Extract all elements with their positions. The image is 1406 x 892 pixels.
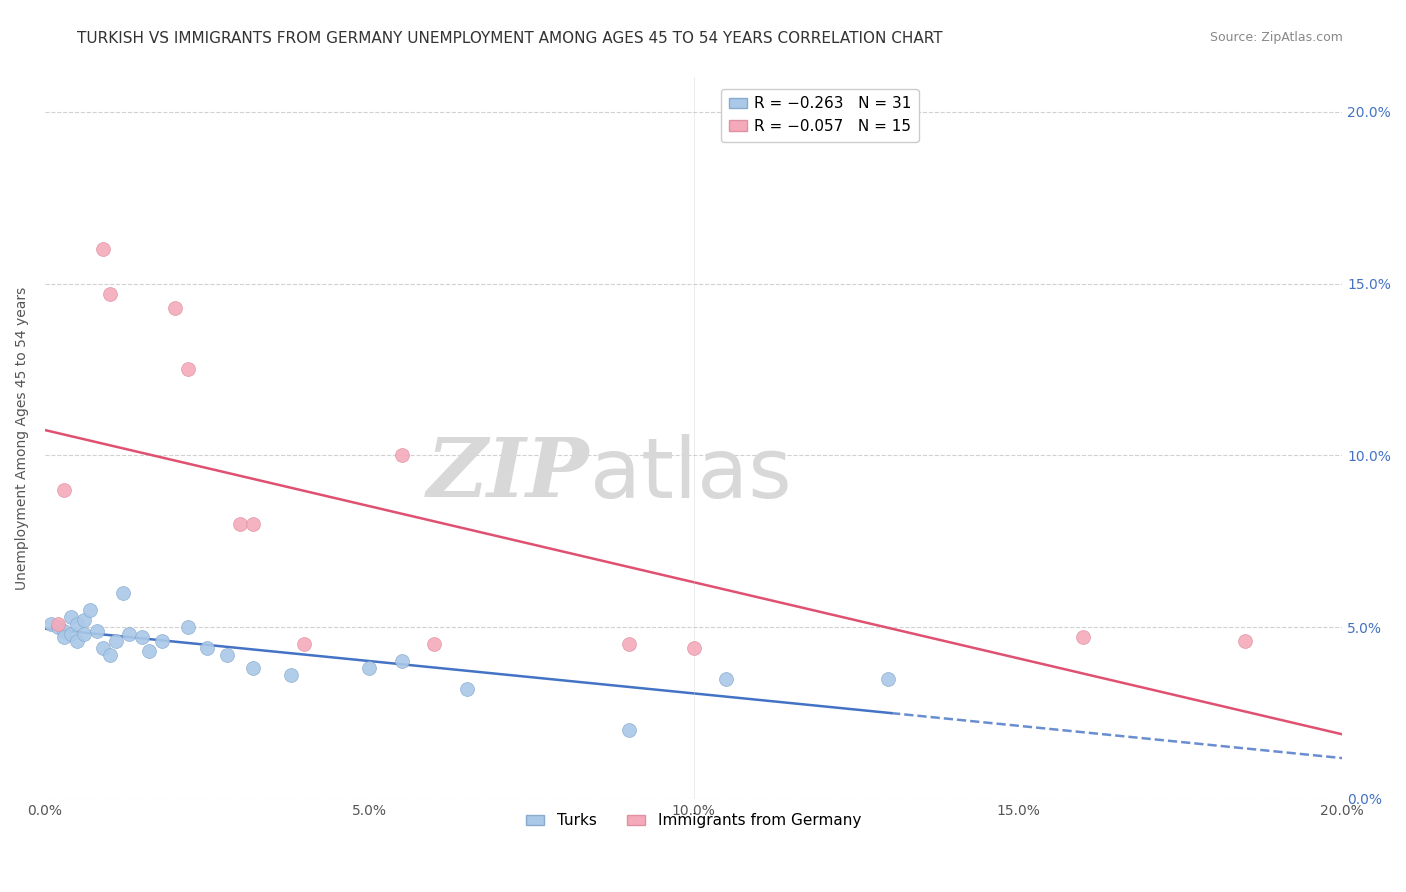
Point	[714, 672, 737, 686]
Point	[93, 242, 115, 256]
Point	[73, 613, 96, 627]
Point	[1071, 631, 1094, 645]
Point	[176, 620, 198, 634]
Point	[59, 609, 82, 624]
Point	[617, 723, 640, 738]
Point	[359, 661, 381, 675]
Point	[53, 483, 76, 497]
Point	[391, 655, 413, 669]
Legend: Turks, Immigrants from Germany: Turks, Immigrants from Germany	[520, 807, 868, 835]
Point	[280, 668, 302, 682]
Point	[118, 627, 141, 641]
Point	[138, 644, 160, 658]
Point	[150, 633, 173, 648]
Point	[176, 362, 198, 376]
Point	[46, 620, 69, 634]
Text: TURKISH VS IMMIGRANTS FROM GERMANY UNEMPLOYMENT AMONG AGES 45 TO 54 YEARS CORREL: TURKISH VS IMMIGRANTS FROM GERMANY UNEMP…	[77, 31, 943, 46]
Point	[53, 624, 76, 638]
Point	[98, 286, 121, 301]
Point	[682, 640, 704, 655]
Point	[228, 516, 250, 531]
Point	[46, 616, 69, 631]
Point	[877, 672, 900, 686]
Point	[66, 616, 89, 631]
Point	[1233, 633, 1256, 648]
Point	[294, 637, 316, 651]
Point	[59, 627, 82, 641]
Point	[423, 637, 446, 651]
Point	[617, 637, 640, 651]
Point	[391, 448, 413, 462]
Y-axis label: Unemployment Among Ages 45 to 54 years: Unemployment Among Ages 45 to 54 years	[15, 286, 30, 590]
Point	[111, 585, 134, 599]
Text: atlas: atlas	[591, 434, 792, 515]
Point	[456, 681, 478, 696]
Text: ZIP: ZIP	[427, 434, 591, 514]
Point	[86, 624, 108, 638]
Point	[163, 301, 186, 315]
Point	[41, 616, 63, 631]
Point	[79, 603, 101, 617]
Text: Source: ZipAtlas.com: Source: ZipAtlas.com	[1209, 31, 1343, 45]
Point	[242, 516, 264, 531]
Point	[195, 640, 218, 655]
Point	[98, 648, 121, 662]
Point	[215, 648, 238, 662]
Point	[105, 633, 128, 648]
Point	[53, 631, 76, 645]
Point	[73, 627, 96, 641]
Point	[242, 661, 264, 675]
Point	[66, 633, 89, 648]
Point	[131, 631, 153, 645]
Point	[93, 640, 115, 655]
